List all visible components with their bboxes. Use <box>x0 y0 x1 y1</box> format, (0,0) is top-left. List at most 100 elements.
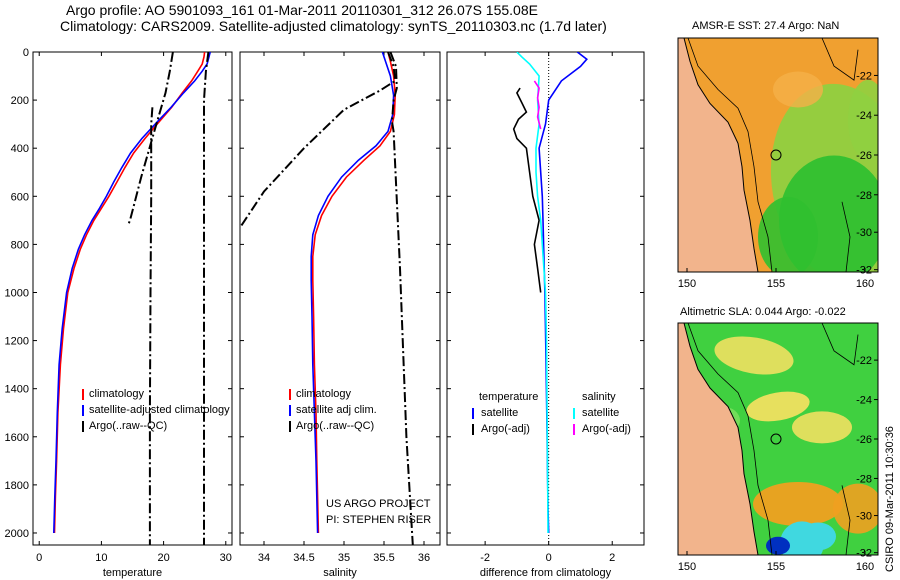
difference-series-salinity-argo <box>533 80 542 130</box>
temperature-series-group <box>53 52 211 545</box>
difference-legend-label: Argo(-adj) <box>481 423 530 435</box>
depth-tick-label: 1400 <box>5 384 29 396</box>
sst-cool-east <box>848 79 878 160</box>
depth-tick-label: 200 <box>11 95 29 107</box>
depth-tick-label: 2000 <box>5 528 29 540</box>
sst-map-title: AMSR-E SST: 27.4 Argo: NaN <box>692 20 840 32</box>
temperature-legend: climatology satellite-adjusted climatolog… <box>82 388 230 432</box>
salinity-series-satellite <box>310 52 395 534</box>
difference-panel: -2 0 2 difference from climatology temperatu… <box>446 51 645 579</box>
sst-lat-label: -24 <box>856 110 872 122</box>
temperature-xtick-label: 10 <box>95 552 107 564</box>
sla-high-east <box>792 411 852 444</box>
sla-map-title: Altimetric SLA: 0.044 Argo: -0.022 <box>680 306 846 318</box>
difference-xlabel: difference from climatology <box>480 567 612 579</box>
salinity-series-argo-raw <box>240 52 397 229</box>
sst-seamount-contour <box>821 38 859 81</box>
difference-legend-label: satellite <box>481 407 518 419</box>
temperature-xtick-label: 20 <box>157 552 169 564</box>
difference-xtick-label: -2 <box>480 552 490 564</box>
salinity-axes-frame <box>239 51 441 546</box>
sla-lat-label: -30 <box>856 511 872 523</box>
sla-high-southeast <box>833 483 878 534</box>
sst-lat-label: -32 <box>856 265 872 277</box>
salinity-legend-label: climatology <box>296 388 352 400</box>
sst-float-location-marker <box>770 149 782 161</box>
sla-lat-label: -24 <box>856 395 872 407</box>
sla-lat-label: -26 <box>856 434 872 446</box>
depth-tick-label: 1200 <box>5 336 29 348</box>
sla-float-location-marker <box>770 433 782 445</box>
temperature-axes-frame <box>32 51 233 546</box>
temperature-xtick-label: 0 <box>36 552 42 564</box>
salinity-xtick-label: 35.5 <box>373 552 394 564</box>
sla-map: 150 155 160 -22 -24 -26 -28 -30 -32 <box>677 322 879 573</box>
sla-shelf-contour <box>687 323 773 555</box>
depth-tick-label: 600 <box>11 191 29 203</box>
sst-ridge-contour <box>841 201 851 272</box>
salinity-xlabel: salinity <box>323 567 357 579</box>
difference-xtick-label: 0 <box>546 552 552 564</box>
temperature-xtick-label: 30 <box>220 552 232 564</box>
difference-series-group <box>512 52 588 534</box>
sst-lon-label: 160 <box>856 278 874 290</box>
sla-ridge-contour <box>841 485 851 555</box>
sst-lat-label: -28 <box>856 190 872 202</box>
salinity-series-group <box>240 52 414 545</box>
sla-lon-label: 155 <box>767 561 785 573</box>
sst-warm-patch <box>773 71 823 108</box>
salinity-legend-label: Argo(..raw--QC) <box>296 420 374 432</box>
pi-annotation: PI: STEPHEN RISER <box>326 514 431 526</box>
depth-tick-label: 1800 <box>5 480 29 492</box>
salinity-series-argo-qc <box>389 52 414 545</box>
difference-series-temperature-argo <box>512 87 542 293</box>
sst-lon-label: 155 <box>767 278 785 290</box>
salinity-series-climatology <box>312 52 397 534</box>
depth-tick-label: 800 <box>11 239 29 251</box>
salinity-legend-label: satellite adj clim. <box>296 404 377 416</box>
depth-tick-label: 1000 <box>5 287 29 299</box>
salinity-xtick-label: 36 <box>418 552 430 564</box>
sla-map-field <box>678 323 878 555</box>
temperature-xlabel: temperature <box>103 567 162 579</box>
depth-tick-label: 1600 <box>5 432 29 444</box>
project-annotation: US ARGO PROJECT <box>326 498 431 510</box>
sst-lon-label: 150 <box>678 278 696 290</box>
sla-high-north <box>714 336 794 375</box>
temperature-legend-label: climatology <box>89 388 145 400</box>
salinity-panel: 34 34.5 35 35.5 36 salinity climatology satelli… <box>239 51 441 579</box>
sla-lat-label: -32 <box>856 548 872 560</box>
temperature-series-climatology <box>53 52 206 534</box>
temperature-series-argo-qc <box>148 107 154 545</box>
sla-lat-label: -28 <box>856 473 872 485</box>
difference-xtick-label: 2 <box>609 552 615 564</box>
sst-shelf-contour <box>687 38 773 272</box>
sla-lon-label: 150 <box>678 561 696 573</box>
sla-lat-label: -22 <box>856 355 872 367</box>
sst-lat-label: -30 <box>856 227 872 239</box>
figure-title-line1: Argo profile: AO 5901093_161 01-Mar-2011… <box>66 2 538 18</box>
difference-legend-label: satellite <box>582 407 619 419</box>
sst-cool-south <box>758 196 818 272</box>
salinity-legend: climatology satellite adj clim. Argo(..raw… <box>289 388 377 432</box>
sst-map: 150 155 160 -22 -24 -26 -28 -30 -32 <box>677 37 879 290</box>
sst-land <box>678 38 759 272</box>
sla-land <box>678 323 759 555</box>
temperature-series-argo-qc-surface <box>203 52 210 545</box>
difference-series-salinity-satellite <box>516 52 549 534</box>
salinity-xtick-label: 35 <box>338 552 350 564</box>
salinity-xtick-label: 34.5 <box>293 552 314 564</box>
temperature-series-satellite <box>53 52 211 534</box>
salinity-xtick-label: 34 <box>258 552 270 564</box>
sla-high-south <box>753 481 843 526</box>
depth-tick-label: 0 <box>23 47 29 59</box>
sla-low-blue <box>766 536 790 555</box>
temperature-panel: 0 10 20 30 0 200 400 600 800 1000 1200 1400 1600 1800… <box>5 47 233 579</box>
sst-lat-label: -22 <box>856 70 872 82</box>
depth-tick-label: 400 <box>11 143 29 155</box>
sla-lon-label: 160 <box>856 561 874 573</box>
temperature-legend-label: Argo(..raw--QC) <box>89 420 167 432</box>
sla-high-center <box>746 391 810 422</box>
